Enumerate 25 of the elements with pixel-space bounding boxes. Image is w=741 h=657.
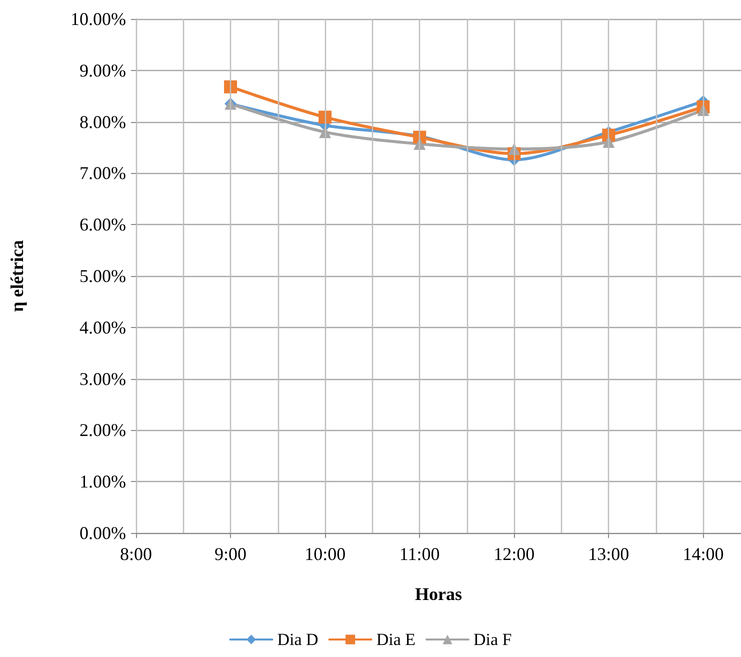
y-tick-label: 10.00% (70, 9, 126, 29)
point (318, 110, 332, 124)
point (224, 80, 238, 94)
legend-label: Dia F (474, 630, 512, 649)
x-tick-label: 14:00 (682, 544, 724, 564)
y-tick-label: 7.00% (80, 163, 126, 184)
y-tick-label: 1.00% (80, 472, 126, 492)
x-tick-label: 11:00 (399, 544, 440, 564)
x-tick-label: 13:00 (588, 544, 630, 564)
legend-label: Dia E (376, 630, 416, 649)
y-tick-label: 3.00% (80, 368, 126, 389)
x-axis-title: Horas (415, 584, 462, 604)
y-axis-title: η elétrica (7, 240, 27, 312)
y-tick-label: 9.00% (80, 60, 126, 80)
y-tick-label: 6.00% (80, 214, 126, 235)
y-tick-label: 0.00% (80, 523, 126, 543)
y-tick-label: 5.00% (80, 266, 126, 286)
y-tick-label: 4.00% (80, 317, 126, 338)
legend-label: Dia D (277, 630, 318, 649)
x-tick-label: 10:00 (304, 544, 346, 564)
y-tick-label: 2.00% (80, 420, 126, 440)
x-tick-label: 12:00 (494, 544, 535, 564)
x-tick-label: 9:00 (214, 544, 247, 564)
x-tick-label: 8:00 (120, 544, 152, 564)
y-tick-label: 8.00% (80, 112, 126, 132)
